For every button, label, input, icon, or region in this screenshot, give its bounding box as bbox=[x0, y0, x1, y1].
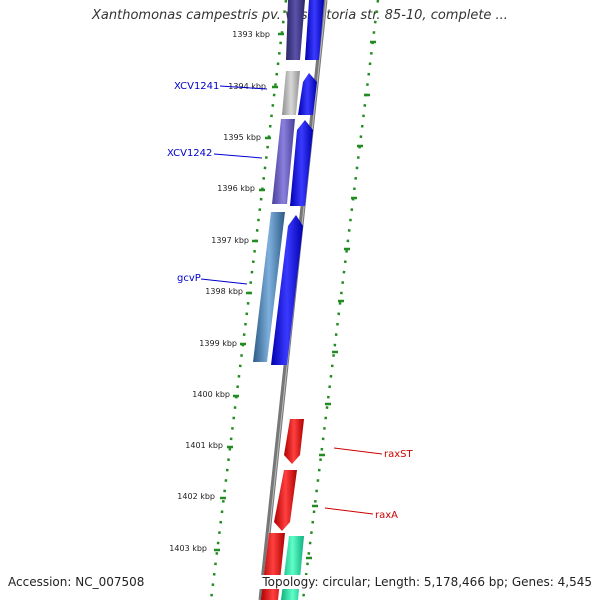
tick-label-1400: 1400 kbp bbox=[192, 390, 230, 399]
leader-xcv1242 bbox=[213, 153, 263, 159]
tick-label-1403: 1403 kbp bbox=[169, 544, 207, 553]
tick-label-1398: 1398 kbp bbox=[205, 287, 243, 296]
gene-label-raxST[interactable]: raxST bbox=[384, 449, 414, 460]
gene-labels: XCV1241 XCV1242 gcvP raxST raxA bbox=[167, 81, 414, 521]
tick-label-1394: 1394 kbp bbox=[228, 82, 266, 91]
label-leaders bbox=[200, 85, 383, 515]
cog-feature-gray bbox=[282, 71, 300, 115]
leader-raxA bbox=[324, 507, 374, 515]
tick-label-1395: 1395 kbp bbox=[223, 133, 261, 142]
cds-forward-xcv1241 bbox=[298, 73, 317, 115]
cds-forward-xcv1242 bbox=[290, 120, 313, 206]
cog-feature-dark bbox=[286, 0, 305, 60]
cds-forward-gcvP bbox=[271, 215, 303, 365]
leader-raxST bbox=[333, 447, 383, 455]
cog-feature-purple bbox=[272, 119, 295, 204]
gene-label-gcvP[interactable]: gcvP bbox=[177, 273, 201, 284]
inner-ticks bbox=[214, 32, 284, 552]
topology-label: Topology: circular; Length: 5,178,466 bp… bbox=[258, 575, 592, 589]
tick-label-1396: 1396 kbp bbox=[217, 184, 255, 193]
accession-label: Accession: NC_007508 bbox=[8, 575, 145, 589]
tick-label-1393: 1393 kbp bbox=[232, 30, 270, 39]
outer-ticks bbox=[306, 40, 376, 560]
tick-label-1397: 1397 kbp bbox=[211, 236, 249, 245]
gene-label-xcv1242[interactable]: XCV1242 bbox=[167, 148, 212, 159]
cog-feature-steel bbox=[253, 212, 285, 362]
tick-label-1402: 1402 kbp bbox=[177, 492, 215, 501]
gene-label-xcv1241[interactable]: XCV1241 bbox=[174, 81, 219, 92]
cds-reverse-raxA bbox=[274, 470, 297, 531]
leader-xcv1241 bbox=[219, 85, 268, 90]
forward-cds bbox=[271, 0, 324, 365]
cds-forward-1 bbox=[305, 0, 324, 60]
cds-reverse-raxST bbox=[284, 419, 304, 464]
tick-labels: 1393 kbp 1394 kbp 1395 kbp 1396 kbp 1397… bbox=[169, 30, 270, 553]
tick-label-1399: 1399 kbp bbox=[199, 339, 237, 348]
tick-label-1401: 1401 kbp bbox=[185, 441, 223, 450]
leader-gcvP bbox=[200, 278, 248, 285]
gene-label-raxA[interactable]: raxA bbox=[375, 510, 398, 521]
cds-reverse-teal bbox=[281, 536, 304, 600]
